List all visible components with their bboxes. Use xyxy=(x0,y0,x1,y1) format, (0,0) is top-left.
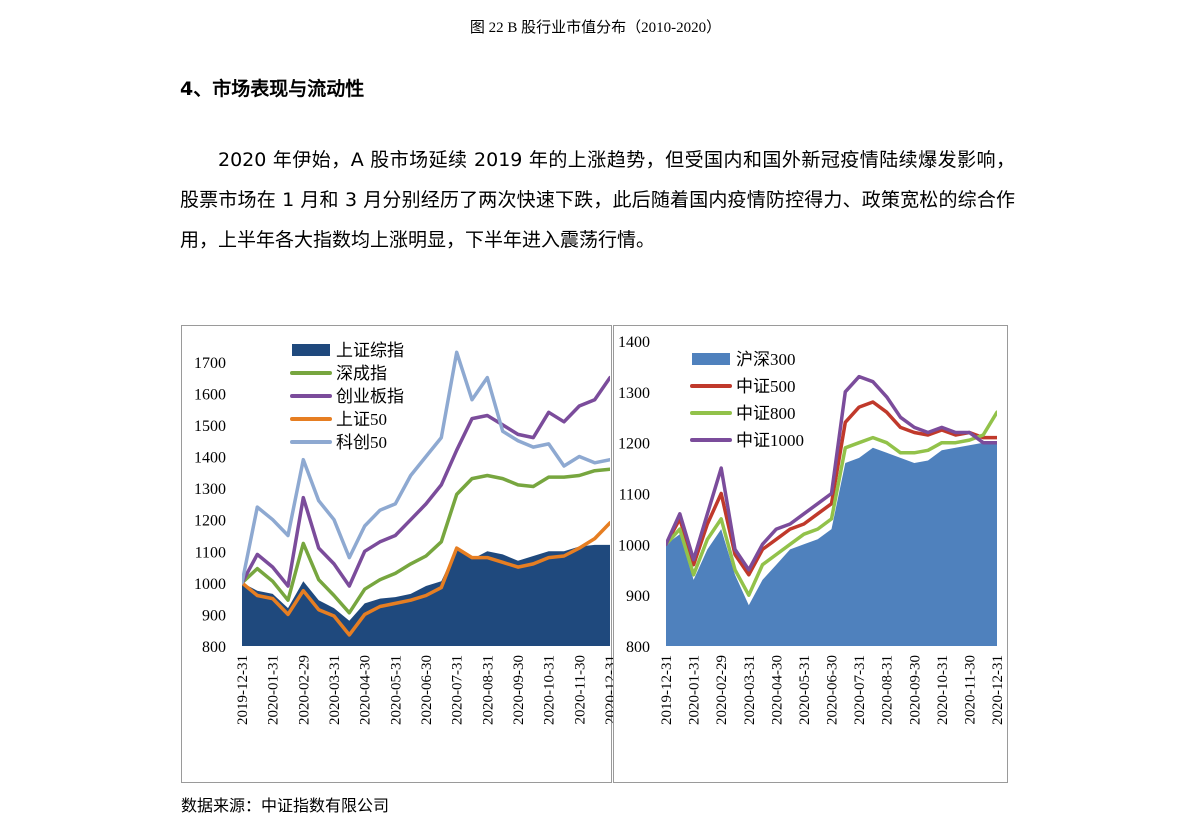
y-tick-label: 1500 xyxy=(194,418,226,435)
y-tick-label: 800 xyxy=(202,639,226,656)
x-tick-label: 2020-05-31 xyxy=(388,655,404,725)
x-tick-label: 2020-05-31 xyxy=(797,655,813,725)
x-tick-label: 2020-02-29 xyxy=(714,655,730,725)
series-line-4 xyxy=(242,350,610,585)
y-tick-label: 1400 xyxy=(618,334,650,351)
y-tick-label: 1000 xyxy=(618,537,650,554)
x-tick-label: 2020-02-29 xyxy=(296,655,312,725)
legend-swatch-0 xyxy=(292,344,330,356)
body-paragraph: 2020 年伊始，A 股市场延续 2019 年的上涨趋势，但受国内和国外新冠疫情… xyxy=(180,149,1015,251)
x-tick-label: 2020-11-30 xyxy=(962,655,978,724)
series-line-1 xyxy=(666,400,997,577)
legend-label-2: 中证800 xyxy=(736,404,796,423)
x-tick-label: 2020-01-31 xyxy=(687,655,703,725)
y-tick-label: 900 xyxy=(626,588,650,605)
x-tick-label: 2020-10-31 xyxy=(935,655,951,725)
plot-area xyxy=(666,374,997,646)
x-tick-label: 2020-01-31 xyxy=(266,655,282,725)
series-line-2 xyxy=(242,375,610,588)
x-tick-label: 2020-03-31 xyxy=(742,655,758,725)
x-tick-label: 2020-10-31 xyxy=(542,655,558,725)
x-tick-label: 2020-06-30 xyxy=(419,655,435,725)
legend-label-1: 深成指 xyxy=(336,364,387,383)
legend-label-0: 沪深300 xyxy=(736,350,796,369)
series-line-1 xyxy=(242,467,610,615)
y-tick-label: 1600 xyxy=(194,386,226,403)
y-tick-label: 1100 xyxy=(195,544,226,561)
x-tick-label: 2020-08-31 xyxy=(480,655,496,725)
series-line-3 xyxy=(666,374,997,572)
x-tick-label: 2019-12-31 xyxy=(659,655,675,725)
x-tick-label: 2020-09-30 xyxy=(511,655,527,725)
legend-label-0: 上证综指 xyxy=(336,341,404,360)
series-area-0 xyxy=(666,442,997,646)
y-tick-label: 1300 xyxy=(618,385,650,402)
plot-area xyxy=(242,350,610,646)
x-tick-label: 2020-04-30 xyxy=(769,655,785,725)
legend-label-3: 中证1000 xyxy=(736,431,804,450)
y-tick-label: 900 xyxy=(202,607,226,624)
x-tick-label: 2020-12-31 xyxy=(603,655,613,725)
left-chart-panel: 800 900 1000 1100 1200 1300 1400 1500 1600 1700 20… xyxy=(181,325,613,783)
series-line-3 xyxy=(242,521,610,637)
legend-label-1: 中证500 xyxy=(736,377,796,396)
right-index-chart: 800 900 1000 1100 1200 1300 1400 2019-12-31 2020… xyxy=(618,334,1006,725)
y-tick-label: 1400 xyxy=(194,450,226,467)
y-tick-label: 1200 xyxy=(194,513,226,530)
x-tick-label: 2020-04-30 xyxy=(358,655,374,725)
x-tick-label: 2020-03-31 xyxy=(327,655,343,725)
legend-label-2: 创业板指 xyxy=(336,387,404,406)
x-tick-label: 2020-06-30 xyxy=(825,655,841,725)
x-tick-label: 2020-07-31 xyxy=(450,655,466,725)
y-tick-label: 1100 xyxy=(619,487,650,504)
x-tick-label: 2020-08-31 xyxy=(880,655,896,725)
y-tick-label: 1700 xyxy=(194,355,226,372)
section-heading: 4、市场表现与流动性 xyxy=(180,78,365,100)
y-tick-label: 1300 xyxy=(194,481,226,498)
right-chart-panel: 800 900 1000 1100 1200 1300 1400 2019-12-31 2020… xyxy=(613,325,1008,783)
figure-caption: 图 22 B 股行业市值分布（2010-2020） xyxy=(469,20,722,36)
x-tick-label: 2020-09-30 xyxy=(907,655,923,725)
legend-label-4: 科创50 xyxy=(336,433,387,452)
y-tick-label: 800 xyxy=(626,639,650,656)
x-tick-label: 2020-11-30 xyxy=(572,655,588,724)
legend-swatch-0 xyxy=(692,353,730,365)
y-tick-label: 1200 xyxy=(618,436,650,453)
series-line-2 xyxy=(666,410,997,597)
legend-label-3: 上证50 xyxy=(336,410,387,429)
left-index-chart: 800 900 1000 1100 1200 1300 1400 1500 1600 1700 20… xyxy=(194,341,613,725)
data-source-note: 数据来源：中证指数有限公司 xyxy=(181,796,390,815)
y-tick-label: 1000 xyxy=(194,576,226,593)
x-tick-label: 2019-12-31 xyxy=(235,655,251,725)
x-tick-label: 2020-12-31 xyxy=(990,655,1006,725)
x-tick-label: 2020-07-31 xyxy=(852,655,868,725)
